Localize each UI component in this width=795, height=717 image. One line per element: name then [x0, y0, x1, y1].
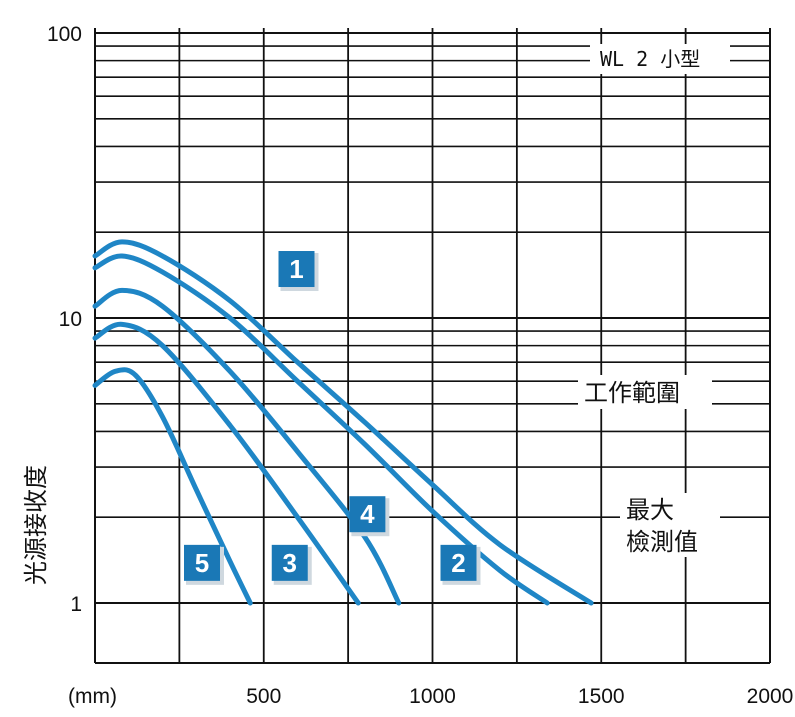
y-tick-label: 10 [59, 308, 82, 331]
axis-ticks: 500 1000 1500 2000 1 10 100 [47, 23, 793, 708]
model-label: WL 2 小型 [600, 47, 700, 71]
max-label-bg [620, 493, 720, 557]
badge-box [278, 251, 315, 288]
badge-box [440, 544, 477, 581]
range-label-bg [578, 375, 712, 409]
annotations: WL 2 小型 工作範圍 最大 檢測值 [578, 44, 730, 557]
badge-label: 1 [289, 254, 303, 284]
series-badges: 1 2 3 4 5 [184, 251, 481, 585]
badge-label: 5 [195, 548, 209, 578]
range-label: 工作範圍 [584, 379, 680, 407]
badge-box [184, 544, 220, 581]
y-tick-label: 100 [47, 23, 82, 46]
badge-label: 2 [451, 548, 465, 578]
x-tick-label: 2000 [747, 685, 794, 708]
x-axis-unit-label: (mm) [68, 685, 117, 708]
y-axis-label: 光源接收度 [22, 465, 50, 585]
badge-box [271, 544, 308, 581]
series-line-3 [92, 321, 361, 606]
max-label-line2: 檢測值 [626, 528, 698, 556]
x-tick-label: 1500 [578, 685, 625, 708]
series-line-5 [92, 367, 253, 606]
badge-label: 4 [360, 499, 375, 529]
series-badge-2: 2 [440, 544, 481, 585]
x-tick-label: 1000 [409, 685, 456, 708]
model-label-bg [590, 44, 730, 74]
series-badge-3: 3 [271, 544, 312, 585]
series-line-4 [92, 287, 402, 606]
max-label-line1: 最大 [626, 496, 674, 524]
series-line-1 [92, 239, 594, 606]
badge-label: 3 [283, 548, 297, 578]
series-lines [92, 239, 594, 606]
series-badge-4: 4 [349, 496, 390, 537]
y-tick-label: 1 [70, 593, 82, 616]
badge-box [349, 496, 386, 533]
series-badge-5: 5 [184, 544, 224, 585]
x-tick-label: 500 [246, 685, 281, 708]
series-badge-1: 1 [278, 251, 319, 292]
